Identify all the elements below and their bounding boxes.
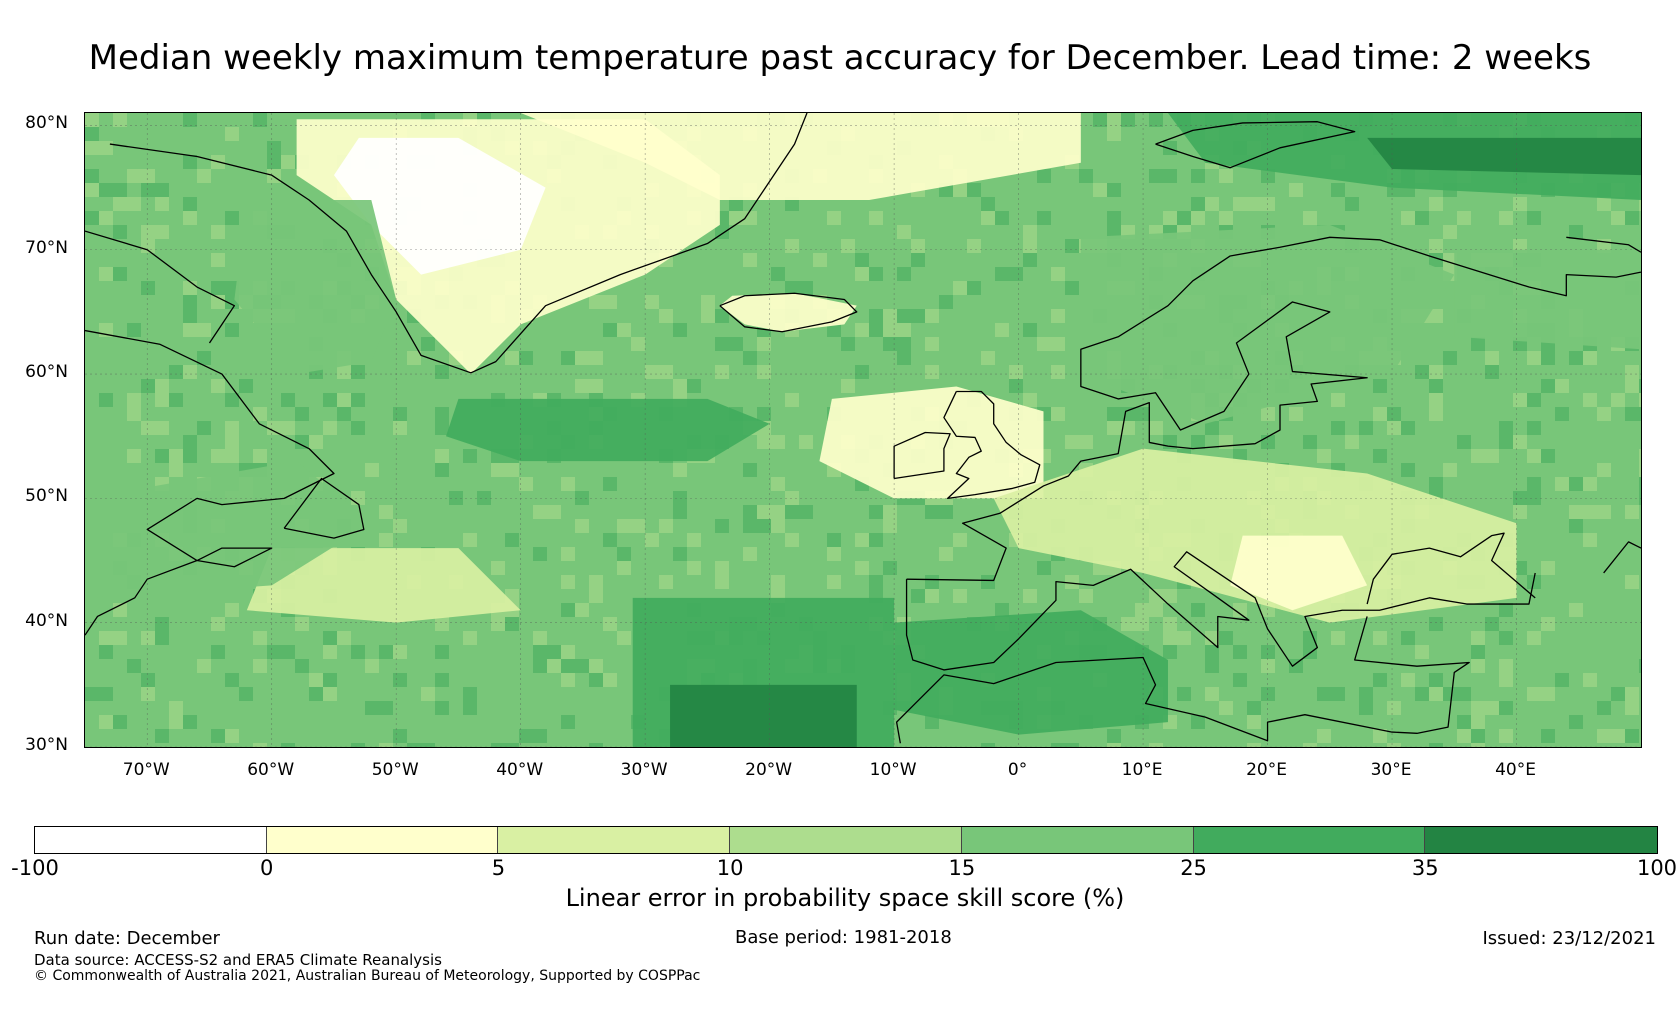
coastline-novaya-hint bbox=[1566, 236, 1641, 253]
lat-label: 50°N bbox=[25, 486, 68, 507]
coastline-greenland-coast bbox=[109, 113, 808, 374]
coastline-black-sea bbox=[1366, 532, 1536, 605]
issued-date: Issued: 23/12/2021 bbox=[1482, 928, 1656, 949]
coastline-ireland bbox=[893, 431, 951, 480]
colorbar-segment bbox=[266, 827, 499, 853]
colorbar bbox=[34, 826, 1658, 854]
skill-region-iceland bbox=[719, 293, 857, 332]
skill-region-russia-north-high bbox=[1454, 249, 1641, 350]
colorbar-tick-label: 0 bbox=[260, 856, 274, 880]
run-date: Run date: December bbox=[34, 928, 220, 949]
skill-region-labrador-sea-high bbox=[234, 200, 397, 375]
colorbar-tick-label: -100 bbox=[11, 856, 59, 880]
coastline-bay-of-biscay-france bbox=[906, 236, 1641, 582]
colorbar-segment bbox=[498, 827, 731, 853]
coastline-labrador-coast bbox=[85, 329, 335, 636]
colorbar-segment bbox=[961, 827, 1194, 853]
skill-region-atlantic-west-low bbox=[246, 548, 521, 623]
colorbar-label: Linear error in probability space skill … bbox=[565, 884, 1125, 912]
map-title: Median weekly maximum temperature past a… bbox=[88, 38, 1592, 78]
skill-region-atlantic-mid-high bbox=[445, 398, 770, 462]
colorbar-tick-label: 10 bbox=[716, 856, 744, 880]
base-period: Base period: 1981-2018 bbox=[735, 927, 952, 948]
lon-label: 20°E bbox=[1246, 760, 1287, 780]
lon-label: 0° bbox=[1007, 760, 1028, 780]
lat-label: 60°N bbox=[25, 362, 68, 383]
coastline-britain bbox=[943, 390, 1041, 500]
colorbar-tick-label: 5 bbox=[491, 856, 506, 880]
skill-region-iberia-nafrica-high bbox=[894, 610, 1168, 735]
lon-label: 20°W bbox=[745, 760, 793, 780]
skill-region-subtropical-darkest bbox=[670, 684, 857, 747]
data-source: Data source: ACCESS-S2 and ERA5 Climate … bbox=[34, 951, 442, 969]
skill-map-canvas bbox=[85, 113, 1641, 747]
colorbar-tick-label: 25 bbox=[1180, 856, 1207, 880]
skill-region-arctic-central bbox=[520, 113, 1081, 201]
lon-label: 10°W bbox=[869, 760, 917, 780]
colorbar-tick-label: 15 bbox=[948, 856, 976, 880]
lon-label: 70°W bbox=[122, 760, 170, 780]
lon-label: 30°W bbox=[620, 760, 668, 780]
lat-label: 80°N bbox=[25, 113, 68, 134]
lon-label: 30°E bbox=[1370, 760, 1412, 780]
coastline-europe-atlantic-coast bbox=[905, 551, 1536, 671]
coastline-iceland-coast bbox=[719, 292, 858, 333]
skill-region-balkans-lowest bbox=[1230, 535, 1368, 611]
coastline-caspian-hint bbox=[1603, 541, 1641, 574]
copyright: © Commonwealth of Australia 2021, Austra… bbox=[34, 968, 701, 984]
skill-region-newfoundland-high bbox=[85, 461, 372, 598]
colorbar-segment bbox=[1193, 827, 1426, 853]
lon-label: 10°E bbox=[1121, 760, 1163, 780]
lon-label: 50°W bbox=[371, 760, 419, 780]
skill-region-greenland-core bbox=[333, 137, 546, 275]
coastline-svalbard bbox=[1155, 121, 1356, 169]
skill-region-uk-ireland-low bbox=[819, 386, 1044, 499]
lon-label: 60°W bbox=[247, 760, 295, 780]
colorbar-segment bbox=[1425, 827, 1657, 853]
colorbar-tick-label: 100 bbox=[1636, 856, 1678, 880]
lon-label: 40°W bbox=[496, 760, 544, 780]
lon-label: 40°E bbox=[1495, 760, 1536, 780]
lat-label: 40°N bbox=[25, 610, 68, 631]
skill-region-arctic-east-darkest bbox=[1367, 137, 1641, 176]
skill-map bbox=[84, 112, 1642, 748]
colorbar-tick-label: 35 bbox=[1411, 856, 1439, 880]
colorbar-segment bbox=[35, 827, 267, 853]
lat-label: 70°N bbox=[25, 237, 68, 258]
coastline-newfoundland bbox=[283, 477, 365, 539]
coastline-baffin-coast bbox=[85, 230, 236, 344]
lat-label: 30°N bbox=[25, 735, 68, 755]
coastline-north-africa-coast bbox=[895, 616, 1470, 744]
colorbar-segment bbox=[730, 827, 962, 853]
